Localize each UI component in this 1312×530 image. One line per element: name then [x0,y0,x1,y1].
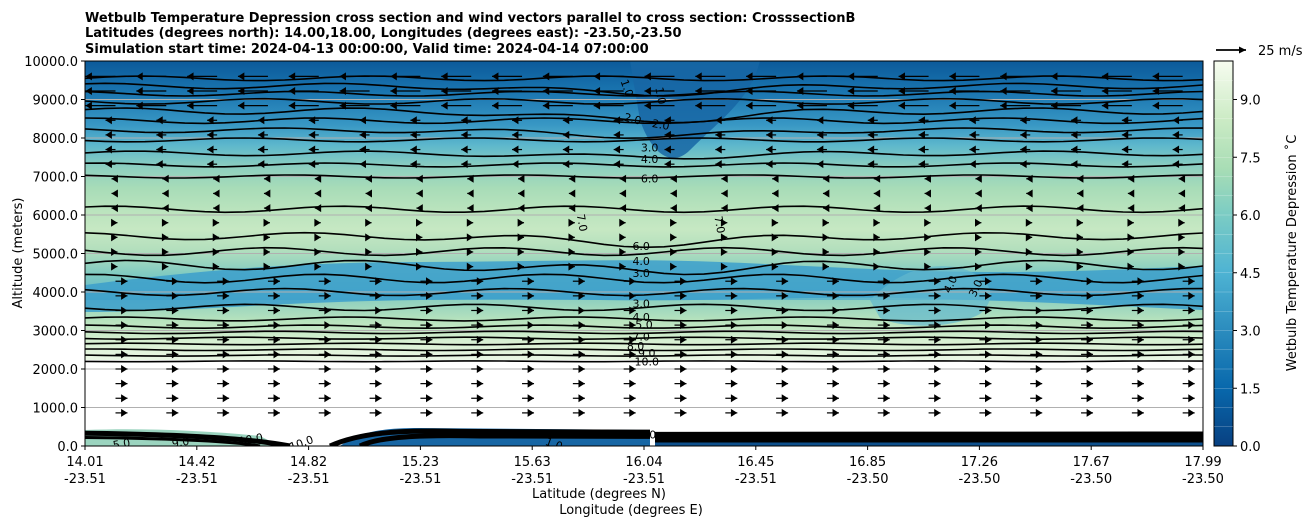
y-tick-label: 6000.0 [33,209,79,224]
y-axis-label: Altitude (meters) [11,198,26,309]
x-tick-label-lat: 15.63 [514,455,551,470]
y-tick-label: 8000.0 [33,132,79,147]
chart-title-line-1: Wetbulb Temperature Depression cross sec… [85,11,855,26]
x-tick-label-lat: 14.42 [178,455,215,470]
contour-label: 9.0 [171,435,190,451]
contour-label: 10.0 [635,355,660,368]
contour-label: 3.0 [632,298,650,311]
x-tick-label-lon: -23.50 [1070,472,1112,487]
x-tick-label-lon: -23.51 [288,472,330,487]
contour-label: 10.0 [632,428,657,441]
y-axis: 0.0 1000.0 2000.0 3000.0 4000.0 5000.0 6000.0 7… [24,55,85,455]
x-tick-label-lat: 16.45 [737,455,774,470]
colorbar-tick-label: 6.0 [1240,209,1261,224]
x-tick-label-lat: 16.85 [849,455,886,470]
contour-label: 5.0 [112,436,131,452]
chart-title-line-3: Simulation start time: 2024-04-13 00:00:… [85,42,649,57]
contour-label: 6.0 [632,240,650,253]
x-tick-label-lon: -23.51 [735,472,777,487]
contour-label: 4.0 [641,153,659,166]
x-tick-label-lon: -23.51 [176,472,218,487]
y-tick-label: 7000.0 [33,171,79,186]
colorbar-tick-label: 1.5 [1240,382,1261,397]
x-tick-label-lon: -23.50 [958,472,1000,487]
x-tick-label-lat: 16.04 [625,455,662,470]
x-tick-label-lon: -23.50 [1182,472,1224,487]
colorbar-tick-label: 4.5 [1240,267,1261,282]
y-tick-label: 10000.0 [24,55,78,70]
y-tick-label: 1000.0 [33,402,79,417]
quiver-key-label: 25 m/s [1258,44,1303,59]
x-tick-label-lon: -23.51 [64,472,106,487]
x-tick-label-lat: 17.67 [1073,455,1110,470]
x-tick-label-lon: -23.50 [847,472,889,487]
x-tick-label-lon: -23.51 [623,472,665,487]
x-axis-label-lat: Latitude (degrees N) [532,487,666,502]
y-tick-label: 9000.0 [33,94,79,109]
y-tick-label: 3000.0 [33,325,79,340]
x-tick-label-lon: -23.51 [399,472,441,487]
colorbar-label: Wetbulb Temperature Depression ˚C [1284,135,1300,372]
colorbar-tick-label: 9.0 [1240,94,1261,109]
colorbar-tick-label: 7.5 [1240,151,1261,166]
contour-label: 3.0 [632,267,650,280]
y-tick-label: 5000.0 [33,248,79,263]
chart-title-line-2: Latitudes (degrees north): 14.00,18.00, … [85,26,682,41]
colorbar-tick-label: 0.0 [1240,440,1261,455]
colorbar-tick-label: 3.0 [1240,325,1261,340]
x-axis-label-lon: Longitude (degrees E) [559,503,703,518]
x-tick-label-lat: 15.23 [402,455,439,470]
x-tick-label-lat: 14.82 [290,455,327,470]
y-tick-label: 4000.0 [33,286,79,301]
x-tick-label-lon: -23.51 [511,472,553,487]
x-tick-label-lat: 17.99 [1184,455,1221,470]
x-axis: 14.01 -23.51 14.42 -23.51 14.82 -23.51 15.23 -2… [64,446,1224,487]
x-tick-label-lat: 14.01 [66,455,103,470]
contour-label: 6.0 [641,172,659,185]
y-tick-label: 0.0 [57,440,78,455]
y-tick-label: 2000.0 [33,363,79,378]
x-tick-label-lat: 17.26 [961,455,998,470]
